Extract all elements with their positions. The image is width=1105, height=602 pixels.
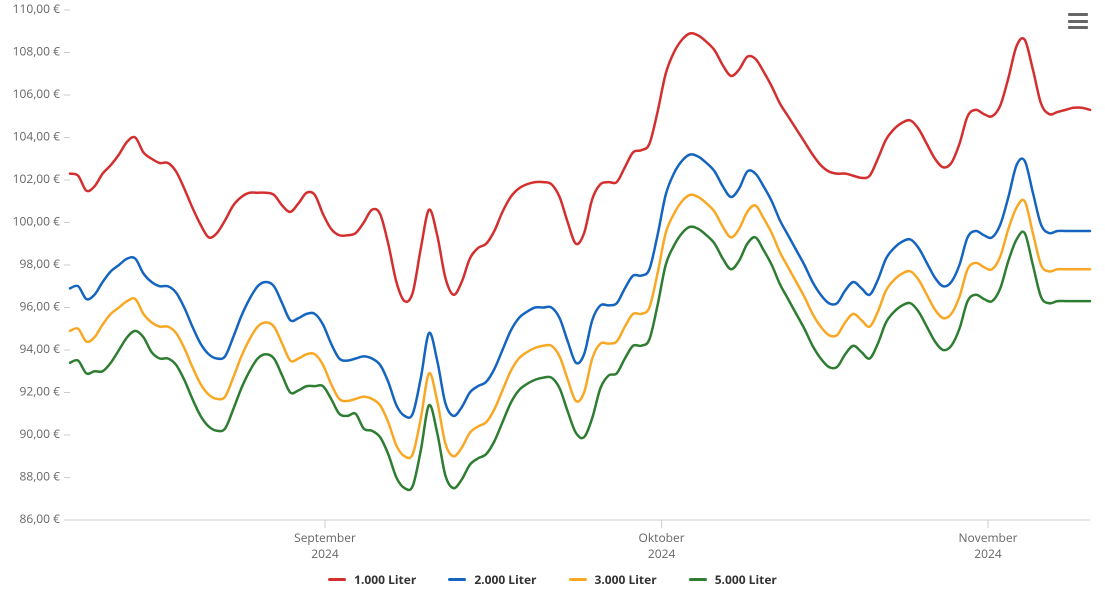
y-tick-label: 92,00 € (19, 383, 60, 400)
legend-swatch (689, 578, 707, 581)
price-chart: 86,00 € 88,00 € 90,00 € 92,00 € 94,00 € 96,00… (0, 0, 1105, 602)
legend-label: 2.000 Liter (474, 571, 536, 588)
y-tick-label: 104,00 € (13, 128, 61, 145)
chart-svg: 86,00 € 88,00 € 90,00 € 92,00 € 94,00 € 96,00… (0, 0, 1105, 602)
y-tick-label: 94,00 € (19, 340, 60, 357)
x-tick-month: November (958, 529, 1017, 546)
series-line (70, 154, 1090, 417)
y-tick-label: 108,00 € (13, 43, 61, 60)
legend-swatch (569, 578, 587, 581)
x-tick-month: Oktober (639, 529, 685, 546)
x-tick-month: September (294, 529, 356, 546)
y-tick-label: 110,00 € (13, 0, 61, 17)
legend-item[interactable]: 1.000 Liter (328, 571, 416, 588)
legend-item[interactable]: 3.000 Liter (569, 571, 657, 588)
chart-legend: 1.000 Liter 2.000 Liter 3.000 Liter 5.000 L… (0, 571, 1105, 588)
chart-menu-button[interactable] (1066, 10, 1090, 32)
legend-swatch (328, 578, 346, 581)
y-tick-label: 100,00 € (13, 213, 61, 230)
legend-item[interactable]: 2.000 Liter (448, 571, 536, 588)
y-tick-label: 96,00 € (19, 298, 60, 315)
series-line (70, 195, 1090, 458)
y-tick-label: 90,00 € (19, 425, 60, 442)
x-tick-year: 2024 (311, 545, 339, 562)
x-tick-year: 2024 (974, 545, 1002, 562)
y-tick-label: 86,00 € (19, 510, 60, 527)
legend-label: 1.000 Liter (354, 571, 416, 588)
y-tick-label: 102,00 € (13, 170, 61, 187)
y-tick-label: 98,00 € (19, 255, 60, 272)
legend-swatch (448, 578, 466, 581)
legend-label: 5.000 Liter (715, 571, 777, 588)
y-tick-label: 106,00 € (13, 85, 61, 102)
legend-label: 3.000 Liter (595, 571, 657, 588)
legend-item[interactable]: 5.000 Liter (689, 571, 777, 588)
series-line (70, 33, 1090, 302)
y-tick-label: 88,00 € (19, 468, 60, 485)
x-tick-year: 2024 (648, 545, 676, 562)
